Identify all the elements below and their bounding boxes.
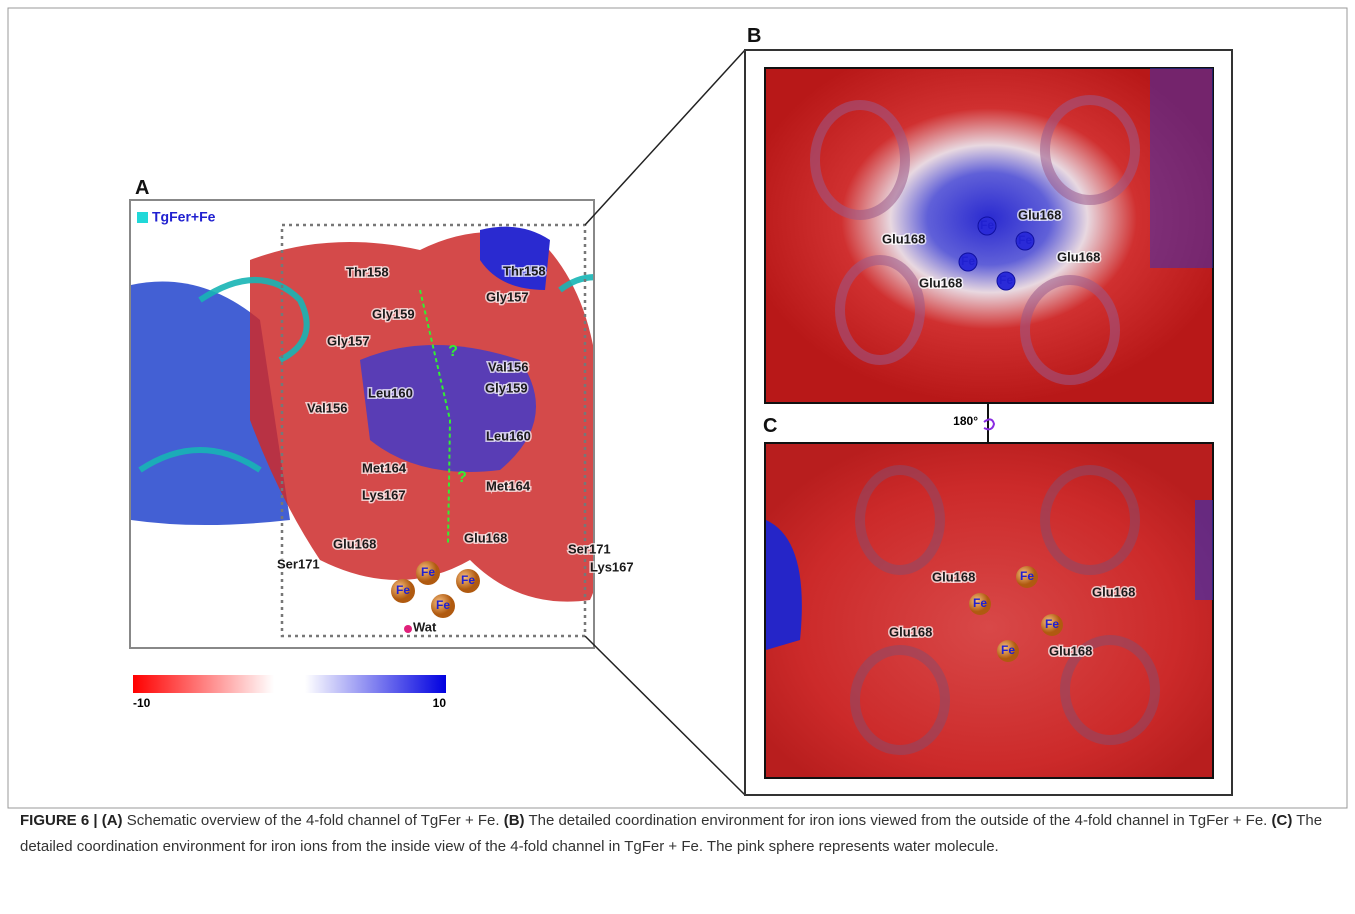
residue-label: Glu168 bbox=[464, 530, 507, 545]
iron-label: Fe bbox=[1045, 617, 1059, 631]
colorbar-min: -10 bbox=[133, 696, 151, 710]
residue-label: Glu168 bbox=[1092, 584, 1135, 599]
residue-label: Glu168 bbox=[1018, 207, 1061, 222]
iron-label: Fe bbox=[421, 565, 435, 579]
iron-label: Fe bbox=[1001, 643, 1015, 657]
residue-label: Lys167 bbox=[590, 559, 634, 574]
residue-label: Ser171 bbox=[277, 556, 320, 571]
residue-label: Glu168 bbox=[333, 536, 376, 551]
iron-label: Fe bbox=[980, 218, 994, 232]
iron-label: Fe bbox=[461, 573, 475, 587]
panel-letter: A bbox=[135, 177, 149, 199]
residue-label: Val156 bbox=[488, 359, 529, 374]
residue-label: Leu160 bbox=[486, 428, 531, 443]
iron-label: Fe bbox=[961, 254, 975, 268]
residue-label: Glu168 bbox=[1049, 643, 1092, 658]
panel-a-image bbox=[130, 200, 754, 648]
residue-label: Gly159 bbox=[372, 306, 415, 321]
panel-c-image bbox=[765, 443, 1213, 778]
question-mark: ? bbox=[448, 343, 458, 360]
residue-label: Met164 bbox=[362, 460, 407, 475]
rotation-label: 180° bbox=[953, 414, 978, 428]
colorbar-max: 10 bbox=[433, 696, 447, 710]
iron-label: Fe bbox=[436, 598, 450, 612]
residue-label: Gly159 bbox=[485, 380, 528, 395]
residue-label: Gly157 bbox=[486, 289, 529, 304]
residue-label: Glu168 bbox=[1057, 249, 1100, 264]
page: A TgFer+Fe -10 10 B 180° C Thr158 Thr158 G… bbox=[0, 0, 1355, 914]
panel-letter: B bbox=[747, 25, 761, 47]
caption-ref: (B) bbox=[504, 812, 525, 829]
residue-label: Glu168 bbox=[882, 231, 925, 246]
residue-label: Lys167 bbox=[362, 487, 406, 502]
residue-label: Gly157 bbox=[327, 333, 370, 348]
caption-text: The detailed coordination environment fo… bbox=[528, 812, 1267, 829]
question-mark: ? bbox=[457, 469, 467, 486]
iron-label: Fe bbox=[1018, 233, 1032, 247]
residue-label: Leu160 bbox=[368, 385, 413, 400]
caption-ref: (C) bbox=[1272, 812, 1293, 829]
residue-label: Thr158 bbox=[503, 263, 546, 278]
caption-label: FIGURE 6 | bbox=[20, 812, 98, 829]
iron-label: Fe bbox=[1020, 569, 1034, 583]
caption: FIGURE 6 | (A) Schematic overview of the… bbox=[20, 808, 1335, 860]
figure: A TgFer+Fe -10 10 B 180° C Thr158 Thr158 G… bbox=[0, 0, 1355, 914]
residue-label: Glu168 bbox=[932, 569, 975, 584]
residue-label: Glu168 bbox=[919, 275, 962, 290]
residue-label: Glu168 bbox=[889, 624, 932, 639]
legend-label: TgFer+Fe bbox=[152, 209, 216, 225]
residue-label: Met164 bbox=[486, 478, 531, 493]
iron-label: Fe bbox=[396, 583, 410, 597]
connector-line bbox=[585, 50, 745, 225]
panel-letter: C bbox=[763, 415, 777, 437]
residue-label: Ser171 bbox=[568, 541, 611, 556]
iron-label: Fe bbox=[973, 596, 987, 610]
iron-label: Fe bbox=[999, 273, 1013, 287]
colorbar bbox=[133, 675, 446, 693]
caption-ref: (A) bbox=[102, 812, 123, 829]
residue-label: Val156 bbox=[307, 400, 348, 415]
caption-text: Schematic overview of the 4-fold channel… bbox=[127, 812, 500, 829]
connector-line bbox=[585, 636, 745, 795]
panel-b-image bbox=[765, 68, 1213, 403]
water-label: Wat bbox=[413, 619, 437, 634]
residue-label: Thr158 bbox=[346, 264, 389, 279]
